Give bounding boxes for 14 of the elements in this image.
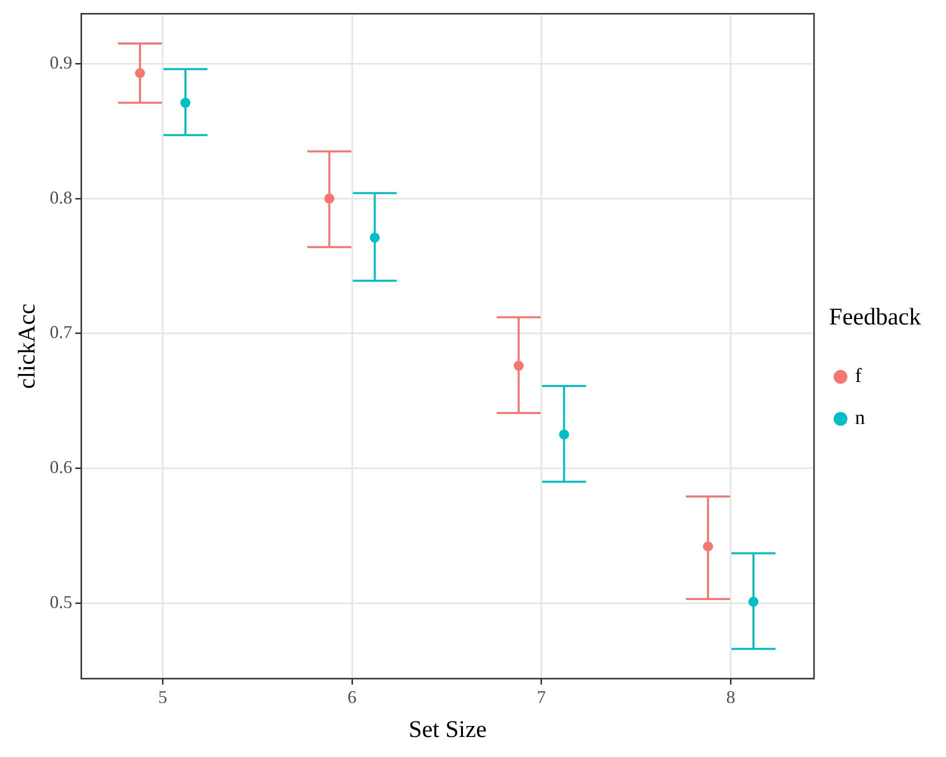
x-tick-label: 7 [536, 687, 546, 708]
y-tick-label: 0.6 [50, 456, 72, 477]
y-tick-label: 0.8 [50, 187, 72, 208]
x-tick-label: 8 [726, 687, 736, 708]
x-axis-title: Set Size [408, 716, 487, 743]
legend-title: Feedback [829, 304, 922, 330]
x-tick-label: 5 [158, 687, 168, 708]
y-axis-title: clickAcc [14, 304, 41, 389]
y-tick-label: 0.7 [50, 322, 72, 342]
legend-label: f [855, 365, 862, 388]
y-tick-label: 0.5 [50, 592, 72, 612]
y-tick-label: 0.9 [50, 52, 72, 72]
legend-label: n [855, 407, 866, 430]
x-tick-label: 6 [348, 687, 357, 708]
